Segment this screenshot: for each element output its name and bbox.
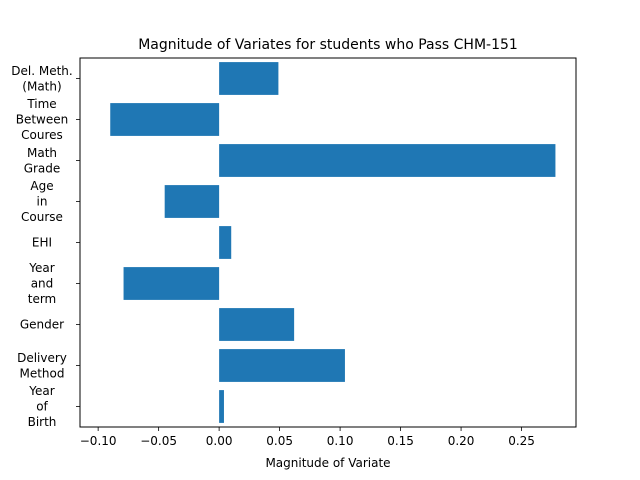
bars-group [110, 62, 556, 423]
x-tick-label: 0.25 [508, 434, 535, 448]
y-tick-label: Age in Course [21, 179, 63, 224]
bar [219, 62, 279, 95]
bar [219, 308, 295, 341]
y-tick-label: Time Between Coures [16, 97, 69, 142]
x-axis-label: Magnitude of Variate [265, 456, 390, 470]
chart-title: Magnitude of Variates for students who P… [138, 37, 518, 53]
y-tick-label: Year of Birth [28, 384, 57, 429]
x-tick-label: 0.20 [448, 434, 475, 448]
x-tick-label: −0.10 [80, 434, 117, 448]
x-tick-label: 0.05 [266, 434, 293, 448]
y-tick-label: Year and term [28, 261, 57, 306]
x-tick-label: 0.10 [327, 434, 354, 448]
y-tick-label: Del. Meth. (Math) [11, 64, 72, 94]
y-tick-label: Gender [20, 318, 64, 332]
x-axis-ticks: −0.10 −0.05 0.00 0.05 0.10 0.15 0.20 0.25 [80, 427, 535, 448]
y-tick-label: Delivery Method [17, 351, 67, 381]
bar [219, 144, 556, 177]
bar [123, 267, 220, 300]
y-tick-label: EHI [32, 236, 52, 250]
y-axis-ticks: Year of Birth Delivery Method Gender Year and te… [11, 64, 80, 429]
bar [219, 390, 224, 423]
bar [219, 226, 232, 259]
y-tick-label: Math Grade [24, 146, 61, 176]
bar [164, 185, 220, 218]
x-tick-label: −0.05 [140, 434, 177, 448]
x-tick-label: 0.15 [387, 434, 414, 448]
x-tick-label: 0.00 [206, 434, 233, 448]
bar [110, 103, 220, 136]
bar [219, 349, 345, 382]
